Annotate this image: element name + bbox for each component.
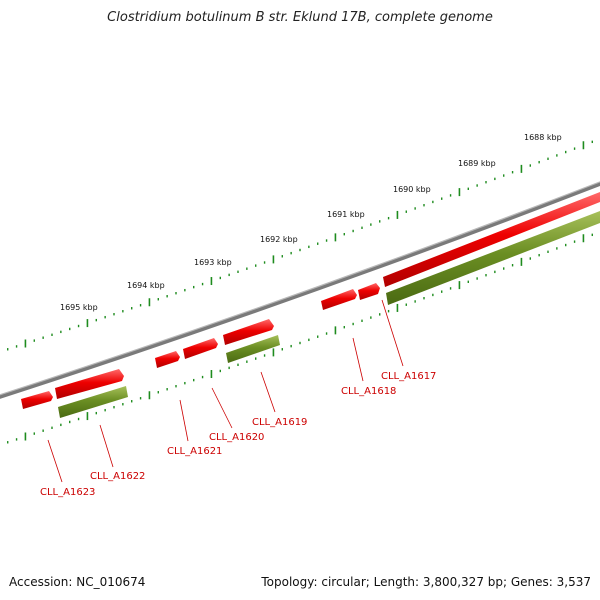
gene-feature-cll-a1622 — [58, 386, 128, 418]
gene-label-cll-a1619: CLL_A1619 — [252, 417, 307, 428]
kbp-labels: 1688 kbp 1689 kbp 1690 kbp 1691 kbp 1692… — [60, 133, 562, 312]
upper-scale-ticks — [7, 140, 593, 351]
kbp-label-1694: 1694 kbp — [127, 281, 165, 290]
genome-title: Clostridium botulinum B str. Eklund 17B,… — [107, 10, 493, 25]
gene-label-cll-a1618: CLL_A1618 — [341, 386, 396, 397]
kbp-label-1691: 1691 kbp — [327, 210, 365, 219]
gene-label-cll-a1620: CLL_A1620 — [209, 432, 264, 443]
gene-label-cll-a1623: CLL_A1623 — [40, 487, 95, 498]
topology-text: Topology: circular; Length: 3,800,327 bp… — [261, 575, 591, 589]
gene-label-cll-a1621: CLL_A1621 — [167, 446, 222, 457]
kbp-label-1690: 1690 kbp — [393, 185, 431, 194]
kbp-label-1689: 1689 kbp — [458, 159, 496, 168]
cds-features — [21, 192, 600, 409]
cds-feature-cll-a1619 — [223, 319, 274, 345]
kbp-label-1693: 1693 kbp — [194, 258, 232, 267]
cds-feature-cll-a1621 — [155, 351, 180, 368]
cds-feature-cll-a1618b — [321, 289, 357, 310]
cds-feature-cll-a1617 — [383, 192, 600, 287]
cds-feature-cll-a1622 — [55, 369, 124, 399]
cds-feature-cll-a1623 — [21, 391, 53, 409]
gene-features — [58, 211, 600, 418]
genome-backbone — [0, 181, 600, 399]
accession-text: Accession: NC_010674 — [9, 575, 146, 589]
kbp-label-1695: 1695 kbp — [60, 303, 98, 312]
gene-labels: CLL_A1617 CLL_A1618 CLL_A1619 CLL_A1620 … — [40, 371, 436, 498]
label-leader-lines — [47, 299, 404, 483]
gene-feature-cll-a1617 — [386, 211, 600, 305]
gene-label-cll-a1622: CLL_A1622 — [90, 471, 145, 482]
gene-feature-cll-a1619 — [226, 335, 280, 363]
gene-label-cll-a1617: CLL_A1617 — [381, 371, 436, 382]
lower-scale-ticks — [7, 233, 593, 444]
cds-feature-cll-a1620 — [183, 338, 218, 359]
kbp-label-1688: 1688 kbp — [524, 133, 562, 142]
kbp-label-1692: 1692 kbp — [260, 235, 298, 244]
cds-feature-cll-a1618 — [358, 283, 380, 300]
